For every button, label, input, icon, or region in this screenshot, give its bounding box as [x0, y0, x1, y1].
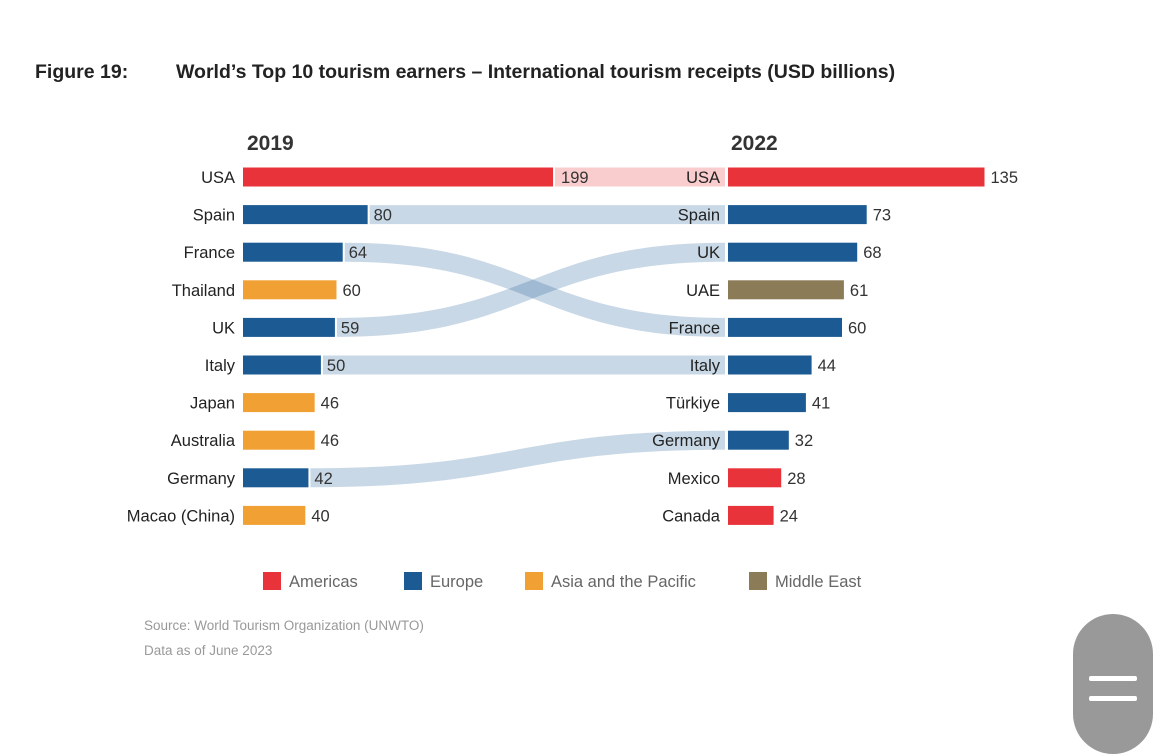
- country-label: USA: [686, 169, 720, 187]
- legend-swatch: [525, 572, 543, 590]
- value-label: 60: [342, 282, 360, 300]
- value-label: 60: [848, 319, 866, 337]
- connector-spain: [369, 205, 725, 225]
- country-label: Canada: [662, 507, 721, 525]
- value-label: 80: [374, 207, 392, 225]
- bar-2022: [728, 505, 774, 525]
- connector-uk: [336, 242, 725, 337]
- country-label: USA: [201, 169, 235, 187]
- value-label: 28: [787, 470, 805, 488]
- value-label: 61: [850, 282, 868, 300]
- legend-swatch: [749, 572, 767, 590]
- country-label: France: [184, 244, 235, 262]
- menu-line-icon: [1089, 696, 1137, 701]
- value-label: 135: [991, 169, 1019, 187]
- country-label: Spain: [193, 207, 235, 225]
- value-label: 46: [321, 395, 339, 413]
- bar-2019: [243, 242, 343, 262]
- country-label: UK: [212, 319, 235, 337]
- value-label: 73: [873, 207, 891, 225]
- bar-2022: [728, 205, 867, 225]
- value-label: 24: [780, 507, 798, 525]
- bar-2019: [243, 280, 337, 300]
- bar-2019: [243, 167, 554, 187]
- value-label: 46: [321, 432, 339, 450]
- country-label: Spain: [678, 207, 720, 225]
- bar-2019: [243, 468, 309, 488]
- bar-2022: [728, 242, 858, 262]
- connector-france: [344, 242, 725, 337]
- bar-2022: [728, 167, 985, 187]
- value-label: 32: [795, 432, 813, 450]
- country-label: Türkiye: [666, 395, 720, 413]
- country-label: Germany: [652, 432, 721, 450]
- chart: 2019 USA 199 Spain 80 France 64 Thailand 60 UK 59 I…: [127, 132, 1019, 591]
- value-label: 59: [341, 319, 359, 337]
- bar-2022: [728, 355, 812, 375]
- connector-italy: [322, 355, 725, 375]
- country-label: UAE: [686, 282, 720, 300]
- data-date-text: Data as of June 2023: [144, 643, 273, 658]
- country-label: Australia: [171, 432, 236, 450]
- country-label: Italy: [205, 357, 236, 375]
- figure-number: Figure 19:: [35, 61, 129, 83]
- value-label: 41: [812, 395, 830, 413]
- value-label: 64: [349, 244, 367, 262]
- country-label: Macao (China): [127, 507, 235, 525]
- legend-swatch: [404, 572, 422, 590]
- value-label: 42: [314, 470, 332, 488]
- bar-2019: [243, 505, 306, 525]
- value-label: 199: [561, 169, 589, 187]
- value-label: 50: [327, 357, 345, 375]
- chart-title: Figure 19: World’s Top 10 tourism earners…: [35, 61, 895, 84]
- bar-2022: [728, 468, 782, 488]
- bar-2022: [728, 280, 844, 300]
- bar-2019: [243, 393, 315, 413]
- bar-2022: [728, 317, 842, 337]
- country-label: Germany: [167, 470, 236, 488]
- connector-usa: [555, 167, 725, 187]
- country-label: France: [669, 319, 720, 337]
- connector-germany: [310, 430, 725, 488]
- legend-label: Americas: [289, 573, 358, 591]
- country-label: Mexico: [668, 470, 720, 488]
- country-label: Italy: [690, 357, 721, 375]
- scroll-menu-button[interactable]: [1073, 614, 1153, 754]
- bar-2019: [243, 317, 335, 337]
- bar-2022: [728, 430, 789, 450]
- legend-label: Middle East: [775, 573, 862, 591]
- legend-swatch: [263, 572, 281, 590]
- bar-2019: [243, 355, 321, 375]
- bar-2022: [728, 393, 806, 413]
- legend-label: Asia and the Pacific: [551, 573, 696, 591]
- value-label: 68: [863, 244, 881, 262]
- menu-line-icon: [1089, 676, 1137, 681]
- bar-2019: [243, 430, 315, 450]
- country-label: UK: [697, 244, 720, 262]
- legend-label: Europe: [430, 573, 483, 591]
- value-label: 40: [311, 507, 329, 525]
- source-text: Source: World Tourism Organization (UNWT…: [144, 618, 424, 633]
- connector-ribbons: [310, 167, 725, 488]
- country-label: Japan: [190, 395, 235, 413]
- country-label: Thailand: [172, 282, 235, 300]
- title-text: World’s Top 10 tourism earners – Interna…: [176, 61, 896, 83]
- bar-2019: [243, 205, 368, 225]
- value-label: 44: [818, 357, 836, 375]
- panel-year-2022: 2022: [731, 132, 778, 155]
- panel-year-2019: 2019: [247, 132, 294, 155]
